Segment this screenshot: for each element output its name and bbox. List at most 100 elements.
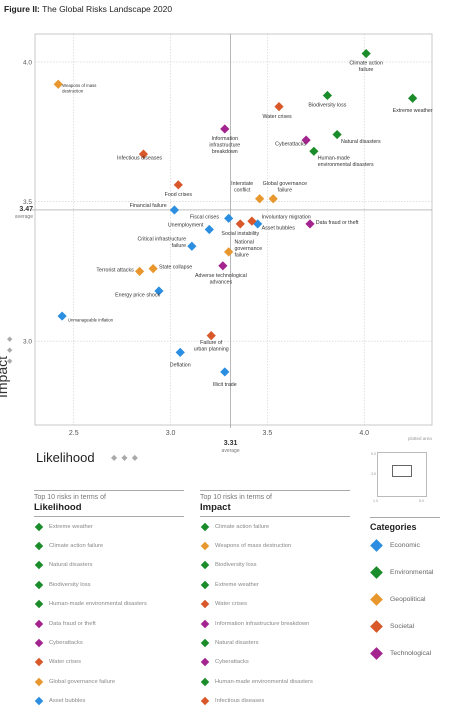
list-item-label: Asset bubbles [49,698,86,705]
diamond-icon [200,677,210,687]
diamond-icon [200,696,210,706]
list-item-label: Water crises [49,659,81,666]
diamond-icon [370,647,383,660]
x-tick-label: 3.5 [263,430,273,437]
risk-label: Infectious diseases [117,156,162,162]
risk-marker [224,247,234,257]
risk-marker [138,149,149,159]
diamond-icon [370,593,383,606]
x-tick-label: 3.0 [166,430,176,437]
list-item-label: Extreme weather [49,523,93,530]
impact-top10-list: Top 10 risks in terms of Impact Climate … [200,490,350,711]
likelihood-item: Cyberattacks [34,633,184,652]
x-axis-label: Likelihood [36,450,95,465]
inset-br-label: 5.0 [419,499,424,503]
x-tick-label: 2.5 [69,430,79,437]
risk-label: Global governance [263,181,308,187]
x-average-caption: average [222,448,240,454]
scale-inset: 5.0 3.5 1.0 5.0 [371,452,427,503]
likelihood-item: Asset bubbles [34,692,184,711]
inset-full-scale [377,452,427,497]
risk-label: Involuntary migration [262,214,311,220]
risk-marker [247,216,257,226]
risk-marker [57,311,67,321]
risk-marker [361,48,371,59]
list-item-label: Information infrastructure breakdown [215,620,310,627]
risk-marker [305,219,315,229]
x-average-value: 3.31 [224,440,238,447]
likelihood-item: Water crises [34,653,184,672]
list-item-label: Climate action failure [49,543,104,550]
risk-label: Deflation [170,362,191,368]
risk-label: urban planning [194,347,229,353]
legend-item: Societal [370,613,440,640]
risk-label: environmental disasters [318,162,374,168]
list-item-label: Cyberattacks [215,659,249,666]
risk-marker [204,224,214,235]
risk-label: State collapse [159,265,192,271]
risk-label: destruction [62,89,84,94]
risk-label: Financial failure [130,203,167,209]
risk-label: National [234,239,253,245]
likelihood-item: Extreme weather [34,517,184,536]
risk-marker [274,102,284,112]
legend-title: Categories [370,517,440,532]
legend-item: Technological [370,640,440,667]
y-tick-label: 3.5 [23,199,32,206]
inset-top-label: 5.0 [371,452,376,456]
diamond-icon [370,539,383,552]
risk-label: conflict [234,187,251,193]
impact-item: Extreme weather [200,575,350,594]
diamond-icon [200,541,210,551]
list-item-label: Weapons of mass destruction [215,543,292,550]
risk-label: Adverse technological [195,273,247,279]
likelihood-item: Biodiversity loss [34,575,184,594]
figure-title: Figure II: The Global Risks Landscape 20… [4,4,173,14]
risk-marker [220,367,230,377]
risk-marker [53,79,63,89]
risk-label: advances [210,279,233,285]
impact-item: Information infrastructure breakdown [200,614,350,633]
risk-marker [268,194,278,204]
risk-marker [169,205,180,215]
impact-item: Natural disasters [200,633,350,652]
diamond-icon [200,580,210,590]
diamond-icon [370,620,383,633]
scatter-chart: 2.5 3.0 3.5 4.03.03.54.03.31average3.47aver… [15,33,433,454]
diamond-icon [34,580,44,590]
impact-item: Climate action failure [200,517,350,536]
legend-label: Economic [390,542,420,549]
risk-label: Unmanageable inflation [68,318,114,323]
risk-marker [148,264,158,274]
risk-marker [408,93,418,103]
risk-label: Natural disasters [341,139,381,145]
risk-marker [206,331,216,341]
likelihood-item: Natural disasters [34,556,184,575]
risk-label: failure [278,187,292,193]
inset-plotted-area [392,465,412,477]
risk-marker [332,129,342,140]
y-average-caption: average [15,214,33,220]
x-tick-label: 4.0 [359,430,369,437]
impact-item: Biodiversity loss [200,556,350,575]
risk-marker [134,266,145,276]
legend-label: Geopolitical [390,596,426,603]
list-item-label: Climate action failure [215,523,270,530]
risk-label: Human-made [318,156,350,162]
risk-label: Asset bubbles [262,226,296,232]
impact-item: Human-made environmental disasters [200,672,350,691]
risk-marker [309,146,319,156]
diamond-icon [200,658,210,667]
legend-item: Environmental [370,559,440,586]
inset-caption: plotted area [408,436,432,441]
list-title: Impact [200,502,350,517]
likelihood-arrow-icon: ◆ ◆ ◆ [111,453,139,462]
impact-arrow-icon: ◆ ◆ ◆ [7,336,13,365]
risk-label: Cyberattacks [275,142,306,148]
diamond-icon [200,561,210,570]
risk-marker [322,90,333,101]
y-average-value: 3.47 [19,206,33,213]
diamond-icon [200,638,210,648]
risk-label: Climate action [349,61,383,67]
legend-label: Environmental [390,569,434,576]
